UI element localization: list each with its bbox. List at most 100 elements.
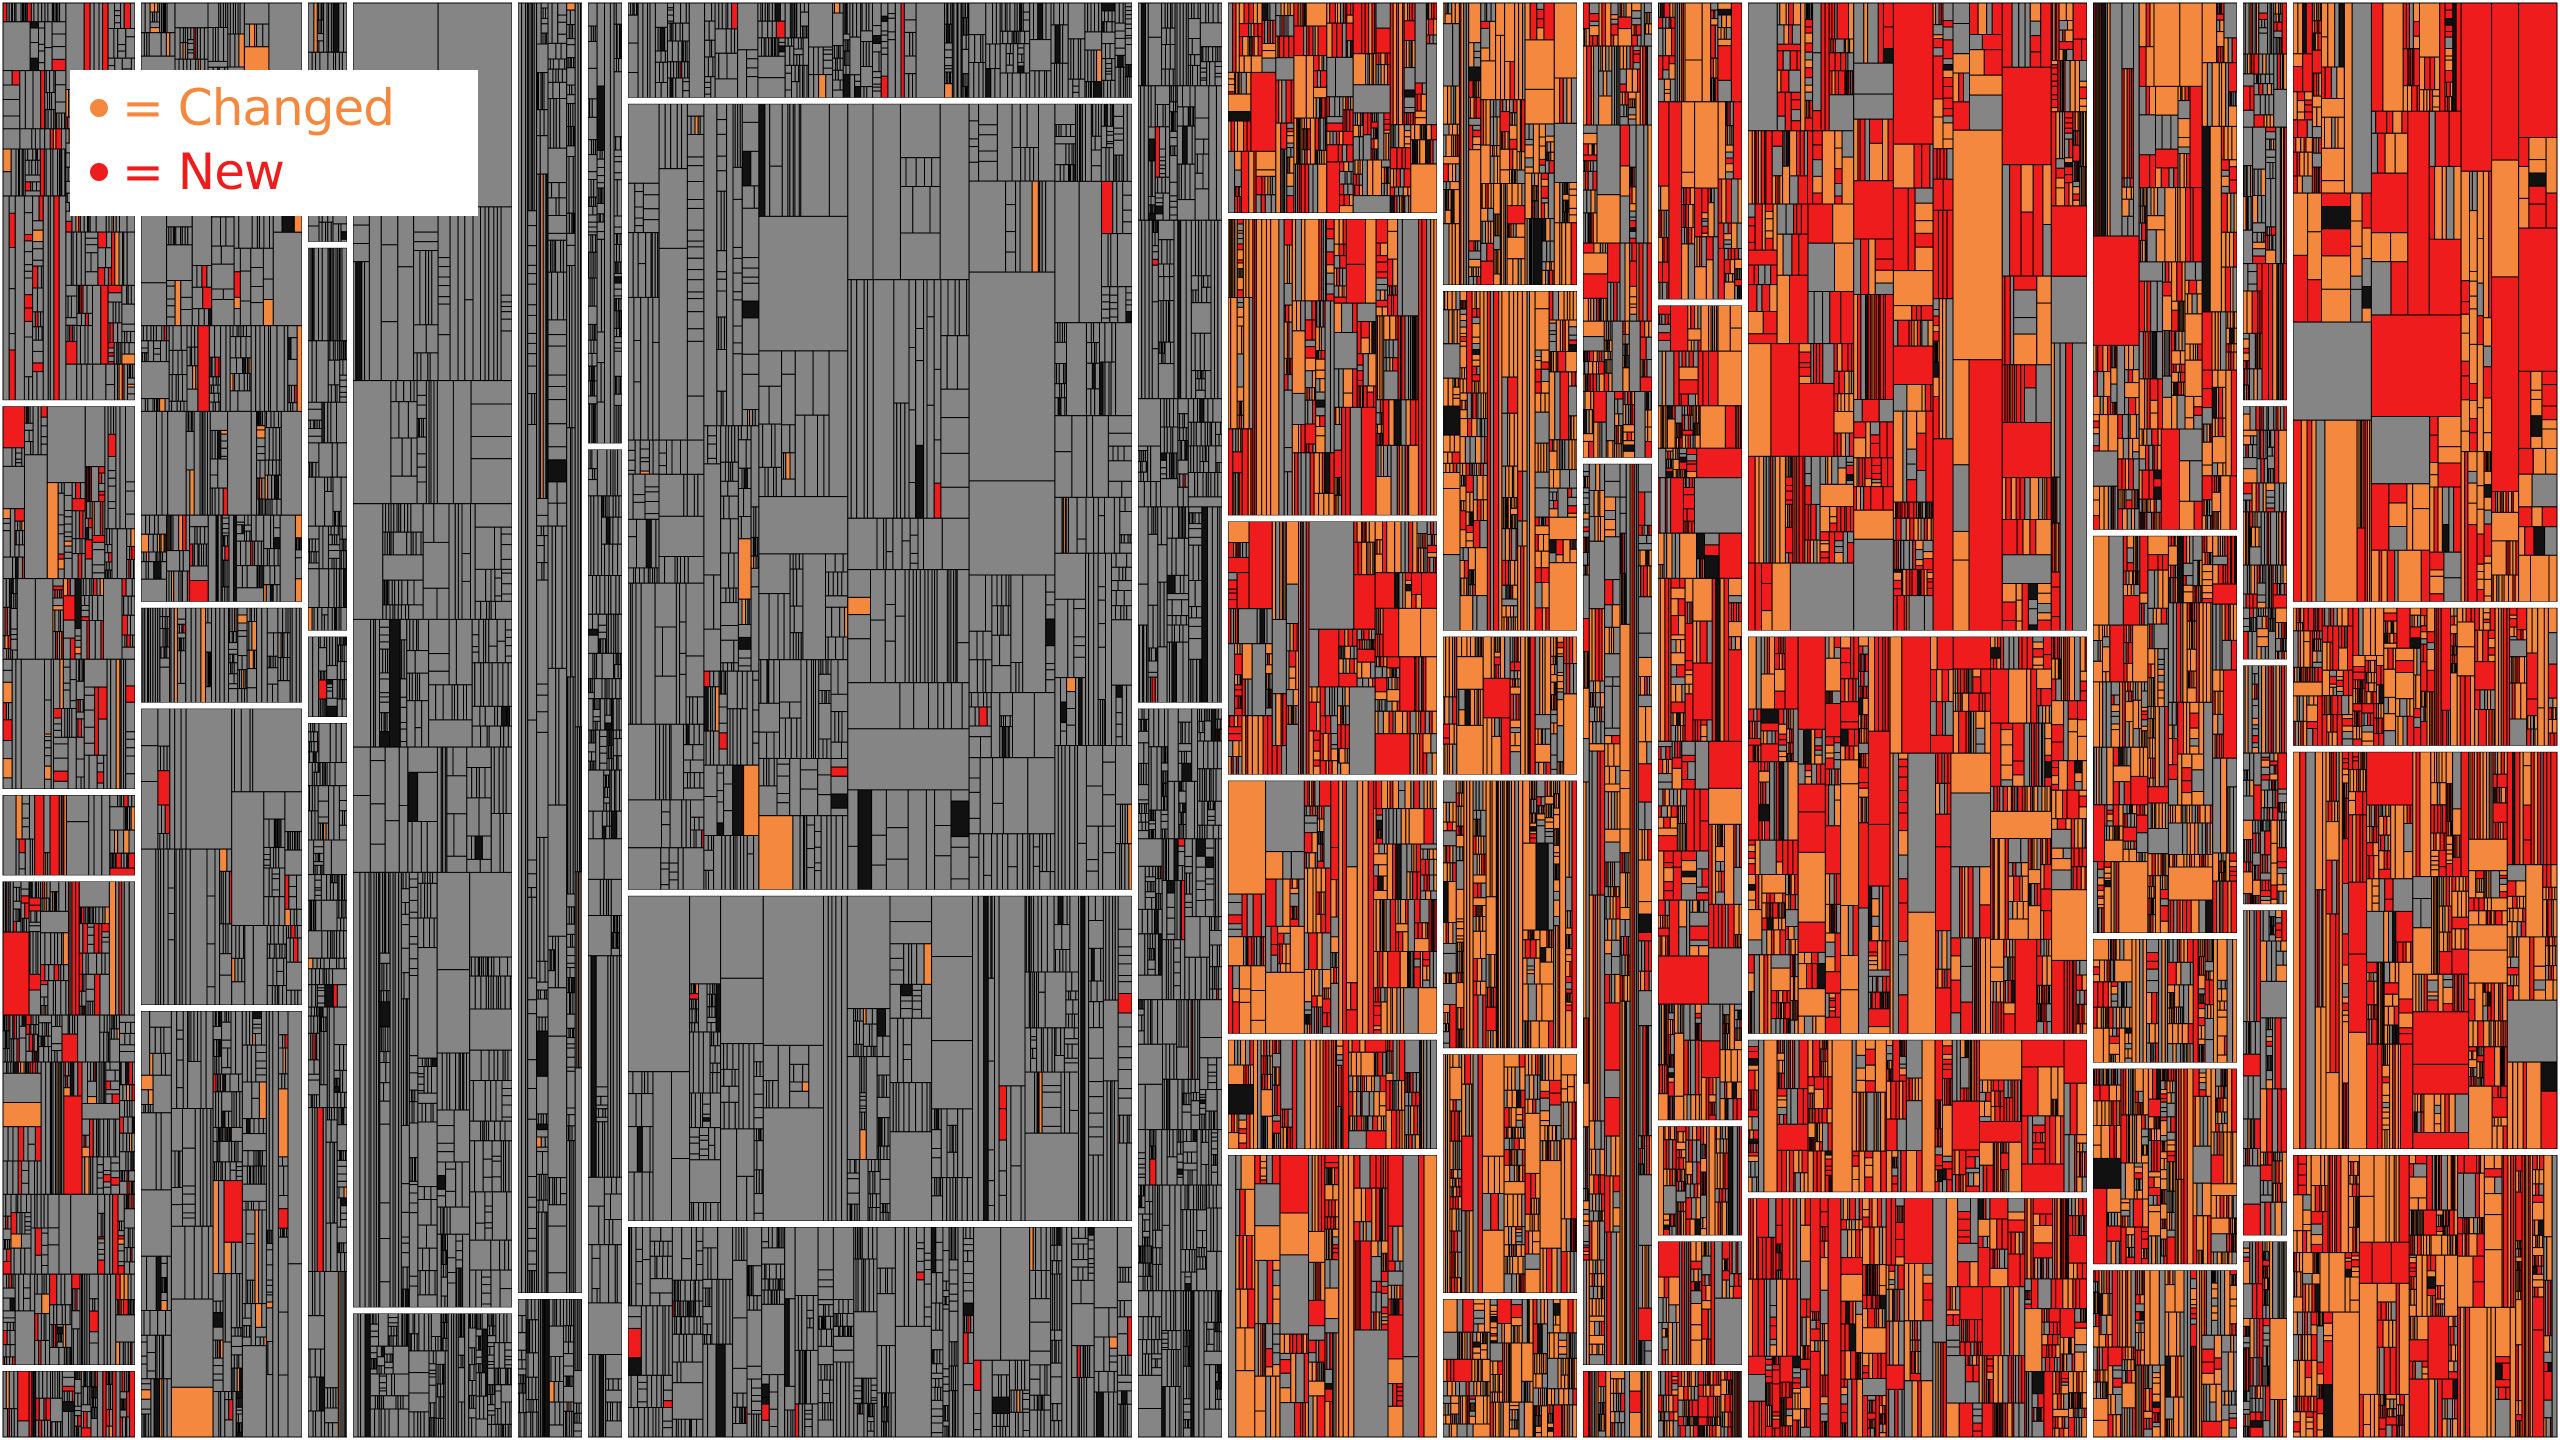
file-cell — [307, 568, 320, 608]
file-cell — [374, 618, 380, 748]
file-cell — [61, 1411, 70, 1438]
file-cell — [495, 1080, 503, 1122]
file-cell — [613, 336, 623, 344]
file-cell — [352, 795, 371, 873]
file-cell — [28, 973, 41, 991]
file-cell — [423, 917, 431, 949]
file-cell — [557, 935, 568, 989]
file-cell — [566, 44, 576, 59]
file-cell — [328, 785, 335, 841]
file-cell — [209, 474, 219, 489]
file-cell — [521, 1359, 527, 1370]
file-cell — [221, 1039, 232, 1049]
file-cell — [369, 1395, 376, 1410]
file-cell — [336, 661, 342, 681]
file-cell — [60, 1273, 66, 1306]
file-cell — [229, 390, 239, 412]
file-cell — [63, 531, 73, 538]
file-cell — [105, 1089, 121, 1095]
file-cell — [596, 231, 605, 240]
file-cell — [468, 1327, 477, 1349]
file-cell — [112, 1370, 117, 1438]
file-cell — [105, 1080, 112, 1091]
file-cell — [428, 1384, 437, 1404]
file-cell — [32, 405, 39, 456]
file-cell — [336, 1180, 348, 1188]
file-cell — [233, 673, 239, 685]
file-cell — [431, 250, 439, 326]
file-cell — [273, 514, 281, 529]
file-cell — [613, 288, 623, 297]
file-cell — [235, 514, 245, 523]
file-cell — [338, 824, 348, 841]
file-cell — [321, 607, 329, 616]
file-cell — [87, 312, 94, 327]
file-cell — [185, 431, 195, 471]
file-cell — [19, 128, 33, 150]
file-cell — [101, 931, 110, 938]
file-cell — [82, 923, 89, 954]
file-cell — [557, 271, 564, 321]
file-cell — [64, 1304, 71, 1326]
file-cell — [250, 302, 264, 327]
file-cell — [107, 347, 115, 354]
file-cell — [215, 607, 221, 704]
file-cell — [182, 1212, 196, 1219]
file-cell — [352, 224, 370, 245]
file-cell — [76, 231, 82, 286]
file-cell — [490, 1239, 501, 1271]
file-cell — [57, 568, 65, 580]
file-cell — [250, 410, 258, 516]
file-cell — [199, 526, 206, 545]
file-cell — [379, 618, 390, 628]
file-cell — [488, 618, 498, 647]
file-cell — [25, 1024, 31, 1035]
file-cell — [10, 634, 18, 640]
file-cell — [54, 932, 58, 966]
file-cell — [313, 846, 325, 854]
file-cell — [5, 578, 10, 608]
file-cell — [609, 2, 615, 444]
file-cell — [324, 1407, 339, 1424]
file-cell — [34, 1227, 43, 1256]
file-cell — [83, 686, 96, 696]
file-cell — [104, 952, 110, 975]
file-cell — [400, 924, 410, 949]
file-cell — [53, 964, 60, 982]
file-cell — [131, 1247, 136, 1263]
file-cell — [30, 1227, 36, 1275]
file-cell — [212, 1357, 224, 1367]
file-cell — [352, 618, 372, 748]
file-cell — [420, 352, 429, 382]
file-cell — [146, 1370, 157, 1380]
file-cell — [107, 544, 113, 554]
file-cell — [121, 323, 136, 333]
file-cell — [504, 1359, 513, 1366]
file-cell — [258, 1081, 267, 1120]
file-cell — [186, 365, 194, 390]
file-cell — [246, 687, 258, 704]
file-cell — [287, 325, 298, 339]
file-cell — [207, 514, 217, 603]
file-cell — [253, 1200, 260, 1211]
file-cell — [41, 1244, 49, 1256]
file-cell — [2, 171, 12, 197]
file-cell — [489, 1346, 495, 1356]
file-cell — [314, 722, 320, 733]
file-cell — [62, 578, 69, 597]
file-cell — [140, 745, 159, 783]
file-cell — [190, 27, 195, 41]
file-cell — [252, 1018, 262, 1025]
file-cell — [507, 725, 513, 748]
file-cell — [247, 1200, 253, 1211]
file-cell — [436, 1175, 447, 1190]
file-cell — [275, 427, 280, 461]
file-cell — [231, 981, 246, 1006]
file-cell — [487, 1354, 495, 1363]
file-cell — [23, 1297, 31, 1312]
file-cell — [176, 1087, 184, 1110]
file-cell — [220, 430, 229, 435]
file-cell — [307, 1271, 313, 1317]
file-cell — [143, 1310, 151, 1336]
file-cell — [34, 128, 41, 150]
